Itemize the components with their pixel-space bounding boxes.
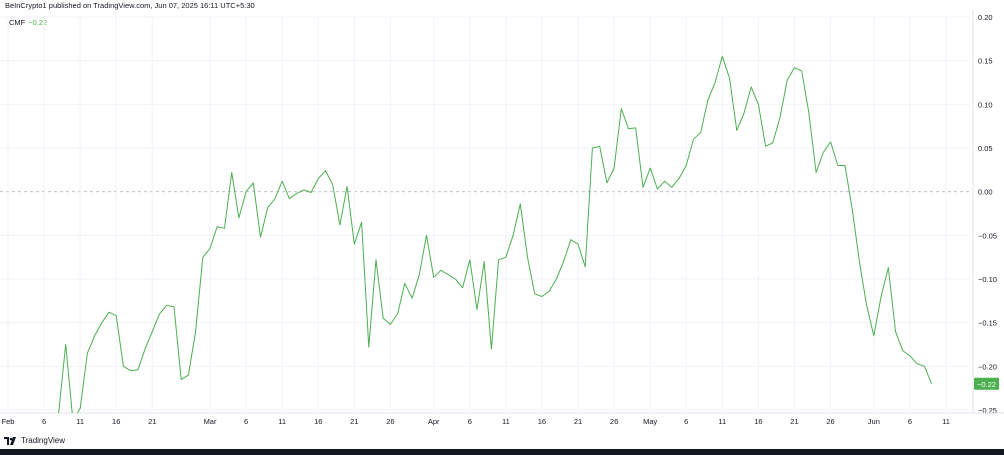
x-tick-label: 21 [148, 417, 156, 426]
y-tick-label: −0.10 [978, 275, 997, 284]
cmf-chart[interactable]: 0.20 0.15 0.10 0.05 0.00 −0.05 −0.10 −0.15 −0.20… [0, 0, 1004, 430]
x-tick-label: Apr [428, 417, 440, 426]
x-tick-label: 21 [350, 417, 358, 426]
x-tick-label: 6 [684, 417, 688, 426]
x-tick-label: 11 [502, 417, 510, 426]
footer: TradingView [0, 430, 1004, 455]
x-tick-label: Jun [868, 417, 880, 426]
x-tick-label: 16 [112, 417, 120, 426]
brand-name: TradingView [21, 436, 66, 445]
tradingview-logo-icon [4, 436, 16, 445]
x-tick-label: 11 [76, 417, 84, 426]
y-tick-label: 0.15 [978, 57, 993, 66]
y-tick-label: 0.00 [978, 188, 993, 197]
y-tick-label: −0.20 [978, 362, 997, 371]
indicator-name: CMF [9, 18, 26, 27]
tradingview-brand[interactable]: TradingView [4, 436, 65, 445]
indicator-legend[interactable]: CMF −0.22 [9, 18, 47, 27]
x-tick-label: 6 [244, 417, 248, 426]
x-tick-label: 26 [826, 417, 834, 426]
x-tick-label: 21 [790, 417, 798, 426]
indicator-value: −0.22 [28, 18, 48, 27]
x-tick-label: 6 [42, 417, 46, 426]
x-tick-label: 11 [718, 417, 726, 426]
x-tick-label: 11 [942, 417, 950, 426]
y-tick-label: −0.05 [978, 231, 997, 240]
y-tick-label: 0.20 [978, 13, 993, 22]
last-value-label: −0.22 [977, 380, 996, 389]
x-tick-label: Mar [204, 417, 217, 426]
x-tick-label: 16 [538, 417, 546, 426]
y-tick-label: −0.15 [978, 319, 997, 328]
publish-caption: BeInCrypto1 published on TradingView.com… [5, 1, 255, 10]
last-value-badge [974, 377, 999, 390]
x-tick-label: Feb [2, 417, 15, 426]
y-tick-label: 0.05 [978, 144, 993, 153]
x-tick-label: 6 [908, 417, 912, 426]
x-tick-label: May [643, 417, 657, 426]
x-tick-label: 16 [754, 417, 762, 426]
x-tick-label: 16 [314, 417, 322, 426]
y-tick-label: −0.25 [978, 406, 997, 415]
y-tick-label: 0.10 [978, 100, 993, 109]
x-tick-label: 11 [278, 417, 286, 426]
x-tick-label: 26 [386, 417, 394, 426]
x-tick-label: 26 [610, 417, 618, 426]
x-tick-label: 21 [574, 417, 582, 426]
bottom-bar [0, 449, 1004, 455]
x-tick-label: 6 [468, 417, 472, 426]
cmf-series-line [58, 55, 933, 413]
